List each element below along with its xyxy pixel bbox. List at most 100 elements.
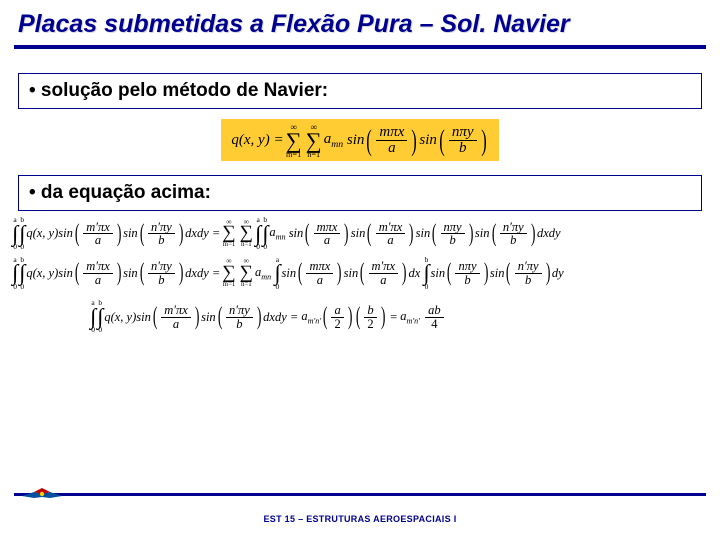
sum-icon: ∞∑n=1 [240, 219, 253, 249]
equation-expr: a∫0 b∫0 q(x, y) sin m′πxa sin n′πyb dxdy… [12, 217, 561, 251]
frac-den: b [459, 140, 467, 156]
sin-label: sin [136, 310, 151, 325]
paren-icon: b2 [354, 304, 387, 330]
frac-den: a [388, 140, 396, 156]
equation-line-3: a∫0 b∫0 q(x, y) sinm′πxa sinn′πyb dxdy =… [90, 300, 708, 334]
sin-label: sin [347, 132, 365, 149]
cs: m′n′ [407, 316, 420, 325]
integral-icon: a∫0 [255, 217, 261, 251]
equation-highlight-wrap: q(x, y) = ∞ ∑ m=1 ∞ ∑ n=1 amn sin mπx a … [0, 119, 720, 161]
sum-lo: m=1 [223, 242, 236, 248]
diff: dxdy = [185, 226, 220, 241]
n: n′πy [151, 259, 172, 273]
diff: dxdy = [263, 310, 298, 325]
frac: n′πyb [515, 260, 542, 286]
integral-icon: a∫0 [12, 217, 18, 251]
frac: nπyb [441, 221, 465, 247]
d: b [449, 233, 455, 247]
paren-icon: m′πxa [358, 260, 408, 286]
sum-icon: ∞∑n=1 [240, 258, 253, 288]
cs: mn [276, 233, 286, 242]
n: m′πx [86, 259, 110, 273]
paren-icon: n′πyb [490, 221, 537, 247]
sigma: ∑ [240, 225, 253, 242]
paren-icon: n′πyb [216, 304, 263, 330]
sum-icon: ∞∑m=1 [222, 219, 235, 249]
coef: amn [255, 265, 271, 282]
cs: m′n′ [308, 316, 321, 325]
n: n′πy [229, 303, 250, 317]
sin-label: sin [416, 226, 431, 241]
d: a [324, 233, 330, 247]
diff: dy [552, 266, 564, 281]
sum-lo: n=1 [241, 242, 252, 248]
frac: nπyb [455, 260, 479, 286]
paren-icon: n′πyb [138, 221, 185, 247]
d: a [173, 317, 179, 331]
den: b [158, 233, 164, 247]
paren-icon: m′πxa [73, 260, 123, 286]
paren-icon: m′πxa [365, 221, 415, 247]
footer-line [14, 493, 706, 496]
sin-label: sin [58, 266, 73, 281]
int-lo: 0 [263, 244, 267, 251]
d: 2 [334, 317, 340, 331]
n: ab [428, 303, 441, 317]
frac: mπxa [306, 260, 333, 286]
paren-icon: n′πyb [504, 260, 551, 286]
is: ∫ [97, 307, 103, 327]
integral-icon: b∫0 [97, 300, 103, 334]
d: b [236, 317, 242, 331]
sin-label: sin [431, 266, 446, 281]
paren-icon: mπxa [303, 221, 351, 247]
paren-icon: n′πyb [138, 260, 185, 286]
sum-lower: m=1 [286, 151, 301, 158]
q-term: q(x, y) [26, 266, 58, 281]
frac: n′πyb [148, 260, 175, 286]
title-underline [14, 45, 706, 49]
frac: m′πxa [376, 221, 406, 247]
sl: n=1 [241, 282, 252, 288]
integral-icon: b∫0 [19, 257, 25, 291]
frac: m′πxa [369, 260, 399, 286]
sum-n-icon: ∞ ∑ n=1 [306, 123, 322, 159]
coef: am′n′ [400, 309, 420, 326]
paren-icon: mπxa [296, 260, 344, 286]
n: b [367, 303, 373, 317]
il: 0 [13, 284, 17, 291]
sg: ∑ [240, 265, 253, 282]
sin-label: sin [351, 226, 366, 241]
d: b [158, 273, 164, 287]
frac: m′πxa [161, 304, 191, 330]
d: b [464, 273, 470, 287]
sin-label: sin [419, 132, 437, 149]
sin-label: sin [282, 266, 297, 281]
integral-icon: a∫0 [12, 257, 18, 291]
il: 0 [425, 284, 429, 291]
sin-label: sin [123, 226, 138, 241]
sin-label: sin [289, 226, 304, 241]
diff: dx [408, 266, 420, 281]
sin-label: sin [123, 266, 138, 281]
section-equation: • da equação acima: [18, 175, 702, 211]
footer-text: EST 15 – ESTRUTURAS AEROESPACIAIS I [0, 514, 720, 524]
frac: b2 [364, 304, 376, 330]
sum-m-icon: ∞ ∑ m=1 [286, 123, 302, 159]
n: nπy [458, 259, 476, 273]
il: 0 [20, 284, 24, 291]
n: mπx [317, 220, 338, 234]
q-term: q(x, y) [104, 310, 136, 325]
coef: am′n′ [301, 309, 321, 326]
cs: mn [261, 273, 271, 282]
integral-icon: a∫0 [274, 257, 280, 291]
is: ∫ [90, 307, 96, 327]
is: ∫ [274, 263, 280, 283]
d: a [95, 273, 101, 287]
equation-line-2: a∫0 b∫0 q(x, y) sinm′πxa sinn′πyb dxdy =… [12, 257, 708, 291]
is: ∫ [12, 263, 18, 283]
d: a [387, 233, 393, 247]
int-sym: ∫ [255, 224, 261, 244]
sigma-symbol: ∑ [286, 131, 302, 151]
equation-q-series: q(x, y) = ∞ ∑ m=1 ∞ ∑ n=1 amn sin mπx a … [231, 123, 488, 159]
sin-label: sin [475, 226, 490, 241]
